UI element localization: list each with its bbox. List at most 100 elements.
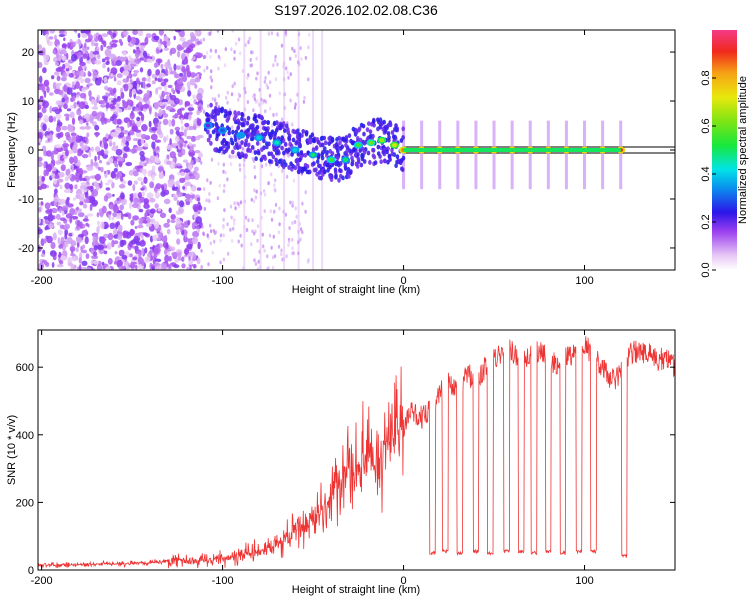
tone-scatter <box>336 148 340 154</box>
noise-blob <box>125 161 133 167</box>
tone-scatter <box>287 133 292 139</box>
noise-blob <box>144 212 148 220</box>
noise-blob <box>189 175 196 180</box>
tone-scatter <box>274 150 279 156</box>
tone-scatter <box>236 125 241 130</box>
noise-blob <box>100 221 105 230</box>
noise-blob <box>65 149 69 157</box>
noise-blob <box>184 181 192 186</box>
tone-scatter <box>238 144 242 150</box>
noise-blob <box>105 61 110 66</box>
tone-scatter <box>367 121 371 126</box>
noise-blob <box>103 76 108 84</box>
noise-blob <box>81 154 89 159</box>
noise-blob <box>207 198 210 203</box>
tone-scatter <box>248 132 253 138</box>
noise-blob <box>38 104 42 111</box>
tone-scatter <box>294 140 299 146</box>
noise-blob <box>61 210 65 217</box>
noise-blob <box>125 59 129 65</box>
noise-blob <box>302 99 306 104</box>
noise-blob <box>222 257 226 262</box>
noise-blob <box>184 198 191 203</box>
noise-blob <box>38 245 41 252</box>
noise-blob <box>70 132 77 137</box>
noise-blob <box>104 48 112 57</box>
noise-blob <box>202 55 206 60</box>
noise-blob <box>200 105 203 110</box>
noise-blob <box>188 114 192 121</box>
noise-blob <box>71 117 76 126</box>
noise-blob <box>99 212 104 218</box>
noise-blob <box>174 30 182 33</box>
tone-scatter <box>240 116 244 122</box>
noise-blob <box>143 179 148 183</box>
noise-blob <box>110 172 117 179</box>
noise-blob <box>193 172 200 181</box>
noise-blob <box>67 203 74 208</box>
noise-blob <box>145 33 152 39</box>
noise-blob <box>86 213 94 217</box>
noise-blob <box>128 55 132 60</box>
noise-blob <box>122 130 129 135</box>
noise-blob <box>67 262 73 267</box>
tone-scatter <box>249 123 254 129</box>
tone-scatter <box>323 169 327 175</box>
colorbar-gradient <box>712 30 737 270</box>
noise-blob <box>100 143 104 148</box>
tone-scatter <box>225 146 229 152</box>
noise-blob <box>79 196 86 203</box>
tone-scatter <box>210 112 214 117</box>
noise-blob <box>194 83 198 89</box>
noise-blob <box>151 127 158 132</box>
tone-scatter <box>256 150 261 156</box>
noise-blob <box>41 106 47 114</box>
x-tick-label: 0 <box>400 575 406 587</box>
noise-blob <box>59 207 62 214</box>
tone-scatter <box>271 154 276 160</box>
noise-blob <box>253 258 256 263</box>
noise-blob <box>106 242 112 250</box>
noise-blob <box>116 259 123 268</box>
noise-blob <box>112 99 117 105</box>
tone-scatter <box>391 134 396 140</box>
noise-blob <box>138 111 143 116</box>
noise-blob <box>38 138 42 143</box>
tone-scatter <box>298 157 302 163</box>
noise-blob <box>122 70 129 76</box>
noise-blob <box>224 95 228 100</box>
tone-scatter <box>283 128 287 134</box>
noise-blob <box>173 97 180 105</box>
noise-blob <box>68 233 73 237</box>
noise-blob <box>277 230 281 235</box>
noise-blob <box>104 56 110 61</box>
noise-blob <box>254 195 258 200</box>
noise-blob <box>78 233 85 238</box>
noise-blob <box>166 228 171 235</box>
noise-blob <box>127 212 132 220</box>
noise-blob <box>167 180 173 188</box>
noise-blob <box>158 43 162 51</box>
tone-scatter <box>299 150 304 155</box>
noise-blob <box>61 97 65 103</box>
noise-blob <box>134 70 139 75</box>
noise-blob <box>163 222 170 228</box>
noise-blob <box>105 92 109 96</box>
tone-scatter <box>206 118 211 123</box>
noise-blob <box>168 119 172 127</box>
noise-blob <box>285 66 288 71</box>
noise-blob <box>129 264 136 269</box>
noise-blob <box>111 39 119 43</box>
harmonic-smear <box>510 120 514 190</box>
tone-scatter <box>215 133 220 139</box>
noise-blob <box>209 241 212 246</box>
tone-scatter <box>383 124 388 130</box>
noise-blob <box>73 101 77 109</box>
noise-blob <box>171 118 176 127</box>
noise-blob <box>203 206 206 211</box>
noise-blob <box>174 126 181 131</box>
noise-blob <box>253 231 256 236</box>
noise-blob <box>195 158 200 163</box>
noise-blob <box>97 225 101 229</box>
